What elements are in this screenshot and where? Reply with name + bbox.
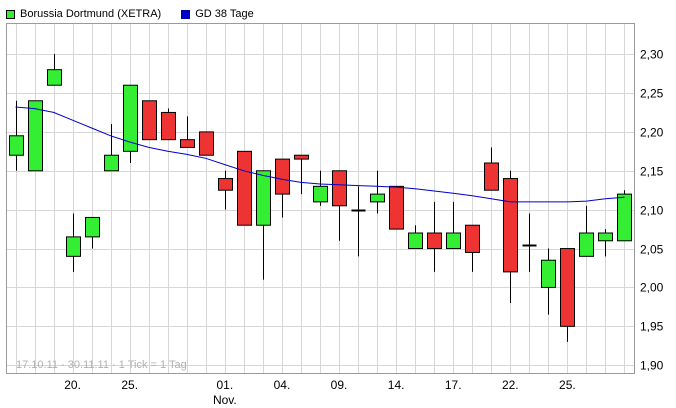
candle-body bbox=[28, 100, 43, 172]
candle bbox=[66, 213, 81, 272]
candle-body bbox=[598, 232, 613, 242]
candle-body bbox=[484, 162, 499, 191]
candle-body bbox=[275, 158, 290, 195]
candle bbox=[484, 147, 499, 191]
candle-body bbox=[560, 248, 575, 327]
candle-body bbox=[294, 154, 309, 160]
candle bbox=[427, 201, 442, 272]
x-tick-label: 09. bbox=[331, 378, 348, 392]
candle bbox=[85, 216, 100, 249]
y-tick-label: 2,30 bbox=[640, 48, 664, 62]
candle-body bbox=[237, 150, 252, 226]
candle bbox=[370, 170, 385, 214]
candle bbox=[142, 100, 157, 141]
y-tick-label: 1,95 bbox=[640, 320, 664, 334]
y-tick-label: 1,90 bbox=[640, 359, 664, 373]
candle-body bbox=[85, 216, 100, 238]
candle-body bbox=[142, 100, 157, 141]
candle bbox=[389, 185, 404, 230]
candle bbox=[199, 131, 214, 156]
candle-body bbox=[104, 154, 119, 172]
candle bbox=[104, 124, 119, 172]
candle bbox=[313, 170, 328, 206]
x-tick-label: 20. bbox=[64, 378, 81, 392]
x-tick-label: 25. bbox=[559, 378, 576, 392]
candle bbox=[256, 170, 271, 280]
candle-body bbox=[389, 185, 404, 230]
x-tick-sublabel: Nov. bbox=[213, 393, 237, 407]
candle bbox=[541, 248, 556, 315]
candle-body bbox=[427, 232, 442, 250]
candle bbox=[9, 100, 24, 171]
candle bbox=[47, 54, 62, 86]
moving-average-series bbox=[15, 106, 625, 203]
x-tick-label: 25. bbox=[121, 378, 138, 392]
candle bbox=[218, 170, 233, 210]
legend-item-stock: Borussia Dortmund (XETRA) bbox=[6, 8, 161, 20]
x-tick-label: 14. bbox=[388, 378, 405, 392]
candle-body bbox=[123, 84, 138, 152]
legend-label-stock: Borussia Dortmund (XETRA) bbox=[20, 8, 162, 20]
candle bbox=[617, 190, 632, 242]
candle bbox=[560, 248, 575, 342]
moving-average-line bbox=[15, 106, 625, 203]
candle bbox=[579, 205, 594, 257]
candle bbox=[237, 150, 252, 226]
chart-axes: 2,30 2,25 2,20 2,15 2,10 2,05 2,00 1,95 1,90 20. 2… bbox=[6, 23, 664, 407]
chart-legend: Borussia Dortmund (XETRA) GD 38 Tage bbox=[6, 6, 274, 22]
candle-body bbox=[332, 170, 347, 207]
candle-body bbox=[370, 193, 385, 203]
y-tick-label: 2,25 bbox=[640, 87, 664, 101]
candle bbox=[161, 108, 176, 141]
y-tick-label: 2,00 bbox=[640, 281, 664, 295]
candle bbox=[275, 158, 290, 218]
candle bbox=[408, 225, 423, 250]
candle-body bbox=[180, 139, 195, 148]
candle bbox=[123, 84, 138, 163]
plot-frame bbox=[6, 23, 635, 374]
candle-body bbox=[218, 178, 233, 191]
legend-swatch-moving-average bbox=[181, 9, 191, 19]
legend-swatch-stock bbox=[6, 9, 15, 19]
chart-grid bbox=[6, 23, 634, 373]
candle bbox=[598, 229, 613, 257]
candle-body bbox=[617, 193, 632, 242]
candle bbox=[28, 100, 43, 172]
y-tick-label: 2,15 bbox=[640, 165, 664, 179]
y-tick-label: 2,05 bbox=[640, 243, 664, 257]
candle bbox=[351, 186, 366, 257]
x-tick-label: 17. bbox=[445, 378, 462, 392]
candle-body bbox=[256, 170, 271, 226]
candle bbox=[332, 170, 347, 241]
candle-body bbox=[66, 236, 81, 257]
candle-body bbox=[47, 69, 62, 86]
date-range-note: 17.10.11 - 30.11.11 · 1 Tick = 1 Tag bbox=[16, 359, 187, 371]
candle-body bbox=[503, 178, 518, 273]
candle-body bbox=[446, 232, 461, 250]
y-tick-label: 2,20 bbox=[640, 126, 664, 140]
x-tick-label: 01. bbox=[217, 378, 234, 392]
x-tick-label: 04. bbox=[274, 378, 291, 392]
candle bbox=[503, 170, 518, 303]
candle-body bbox=[465, 224, 480, 253]
candle-body bbox=[579, 232, 594, 257]
y-tick-label: 2,10 bbox=[640, 204, 664, 218]
candle bbox=[180, 116, 195, 148]
legend-item-moving-average: GD 38 Tage bbox=[181, 8, 254, 20]
candle bbox=[446, 201, 461, 250]
candle-body bbox=[199, 131, 214, 156]
candle-body bbox=[161, 111, 176, 141]
candle bbox=[465, 224, 480, 272]
candle bbox=[522, 213, 537, 272]
x-tick-label: 22. bbox=[502, 378, 519, 392]
legend-label-moving-average: GD 38 Tage bbox=[195, 8, 254, 20]
candle bbox=[294, 154, 309, 195]
candle-body bbox=[408, 232, 423, 250]
candle-body bbox=[541, 259, 556, 288]
candle-body bbox=[313, 185, 328, 203]
candle-body bbox=[9, 135, 24, 156]
